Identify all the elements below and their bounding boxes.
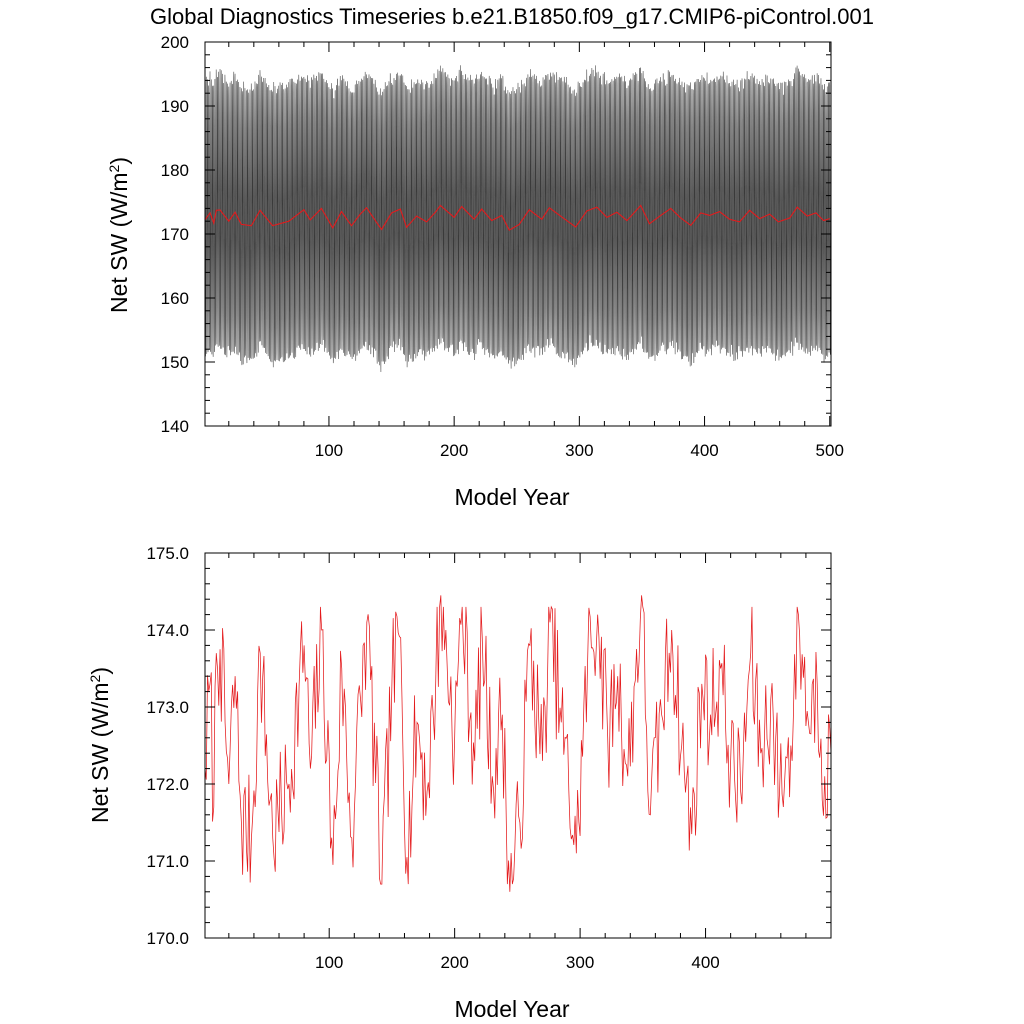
top-chart-xtick-label: 400 bbox=[690, 441, 718, 460]
bottom-chart-xtick-label: 300 bbox=[566, 953, 594, 972]
bottom-chart-xlabel: Model Year bbox=[454, 996, 569, 1022]
bottom-chart-ytick-label: 174.0 bbox=[146, 621, 189, 640]
bottom-chart: 100 200 300 400 170.0 171.0 172.0 173.0 174.0 175… bbox=[87, 544, 832, 1022]
top-chart-ytick-label: 160 bbox=[161, 289, 189, 308]
top-chart: 100 200 300 400 500 140 150 160 170 180 190 200 Mod… bbox=[106, 33, 844, 510]
bottom-chart-axes: 100 200 300 400 170.0 171.0 172.0 173.0 174.0 175… bbox=[146, 544, 832, 972]
top-chart-ylabel: Net SW (W/m2) bbox=[106, 157, 132, 313]
top-chart-xtick-label: 500 bbox=[816, 441, 844, 460]
top-chart-ytick-label: 170 bbox=[161, 225, 189, 244]
bottom-chart-frame bbox=[204, 552, 832, 939]
top-chart-annual-series bbox=[204, 204, 830, 231]
top-chart-xtick-label: 100 bbox=[315, 441, 343, 460]
top-chart-xlabel: Model Year bbox=[454, 484, 569, 510]
top-chart-xtick-label: 200 bbox=[440, 441, 468, 460]
top-chart-ytick-label: 200 bbox=[161, 33, 189, 52]
bottom-chart-annual-series bbox=[204, 595, 832, 892]
bottom-chart-ytick-label: 172.0 bbox=[146, 775, 189, 794]
top-chart-monthly-series bbox=[204, 65, 832, 372]
bottom-chart-ytick-label: 175.0 bbox=[146, 544, 189, 563]
top-chart-axes: 100 200 300 400 500 140 150 160 170 180 190 200 bbox=[161, 33, 844, 460]
bottom-chart-ytick-label: 171.0 bbox=[146, 852, 189, 871]
bottom-chart-ylabel: Net SW (W/m2) bbox=[87, 667, 113, 823]
chart-title: Global Diagnostics Timeseries b.e21.B185… bbox=[150, 4, 874, 29]
bottom-chart-ytick-label: 173.0 bbox=[146, 698, 189, 717]
bottom-chart-series bbox=[204, 595, 832, 892]
top-chart-series bbox=[204, 65, 832, 372]
top-chart-ytick-label: 150 bbox=[161, 353, 189, 372]
bottom-chart-ytick-label: 170.0 bbox=[146, 929, 189, 948]
top-chart-ytick-label: 140 bbox=[161, 417, 189, 436]
bottom-chart-xtick-label: 400 bbox=[691, 953, 719, 972]
top-chart-ytick-label: 180 bbox=[161, 161, 189, 180]
bottom-chart-xtick-label: 200 bbox=[440, 953, 468, 972]
top-chart-ytick-label: 190 bbox=[161, 97, 189, 116]
bottom-chart-xtick-label: 100 bbox=[315, 953, 343, 972]
top-chart-xtick-label: 300 bbox=[565, 441, 593, 460]
